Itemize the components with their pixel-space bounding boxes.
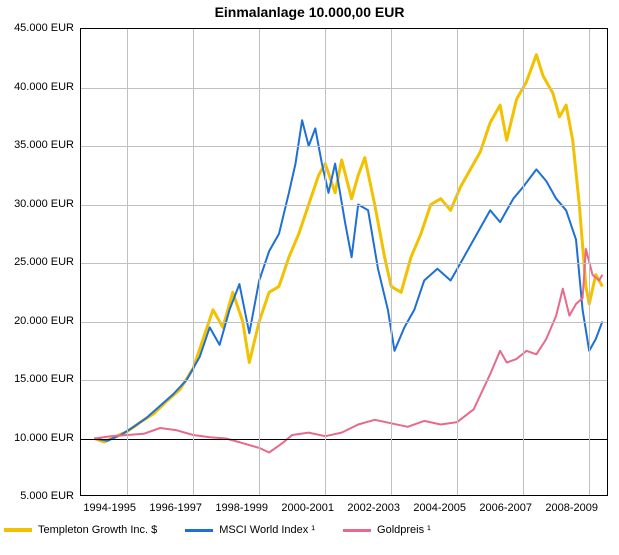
gridline-vertical (325, 29, 326, 495)
gridline-horizontal (81, 380, 607, 381)
legend-item: MSCI World Index ¹ (185, 524, 315, 536)
legend-item: Goldpreis ¹ (343, 524, 431, 536)
x-axis-tick-label: 1994-1995 (83, 502, 136, 514)
y-axis-tick-label: 10.000 EUR (0, 432, 74, 444)
gridline-vertical (457, 29, 458, 495)
gridline-vertical (193, 29, 194, 495)
gridline-horizontal (81, 263, 607, 264)
gridline-vertical (523, 29, 524, 495)
y-axis-tick-label: 30.000 EUR (0, 198, 74, 210)
gridline-vertical (391, 29, 392, 495)
investment-chart: Einmalanlage 10.000,00 EUR Templeton Gro… (0, 0, 619, 555)
y-axis-tick-label: 20.000 EUR (0, 315, 74, 327)
legend-label: Goldpreis ¹ (377, 524, 431, 536)
legend-item: Templeton Growth Inc. $ (4, 524, 157, 536)
series-line (94, 55, 602, 442)
gridline-vertical (127, 29, 128, 495)
chart-legend: Templeton Growth Inc. $ MSCI World Index … (4, 524, 431, 536)
x-axis-tick-label: 2000-2001 (281, 502, 334, 514)
gridline-horizontal (81, 439, 607, 440)
plot-area (80, 28, 608, 496)
gridline-horizontal (81, 322, 607, 323)
y-axis-tick-label: 35.000 EUR (0, 139, 74, 151)
legend-swatch (343, 529, 371, 532)
gridline-vertical (589, 29, 590, 495)
y-axis-tick-label: 25.000 EUR (0, 256, 74, 268)
y-axis-tick-label: 40.000 EUR (0, 81, 74, 93)
gridline-horizontal (81, 88, 607, 89)
series-line (94, 120, 602, 441)
legend-label: MSCI World Index ¹ (219, 524, 315, 536)
y-axis-tick-label: 15.000 EUR (0, 373, 74, 385)
series-line (94, 249, 602, 453)
gridline-horizontal (81, 146, 607, 147)
x-axis-tick-label: 2002-2003 (347, 502, 400, 514)
legend-swatch (185, 529, 213, 532)
x-axis-tick-label: 1998-1999 (215, 502, 268, 514)
x-axis-tick-label: 2004-2005 (413, 502, 466, 514)
legend-label: Templeton Growth Inc. $ (38, 524, 157, 536)
x-axis-tick-label: 2006-2007 (479, 502, 532, 514)
x-axis-tick-label: 1996-1997 (149, 502, 202, 514)
x-axis-tick-label: 2008-2009 (545, 502, 598, 514)
gridline-horizontal (81, 205, 607, 206)
chart-title: Einmalanlage 10.000,00 EUR (0, 4, 619, 20)
gridline-vertical (259, 29, 260, 495)
y-axis-tick-label: 45.000 EUR (0, 22, 74, 34)
y-axis-tick-label: 5.000 EUR (0, 490, 74, 502)
legend-swatch (4, 528, 32, 532)
